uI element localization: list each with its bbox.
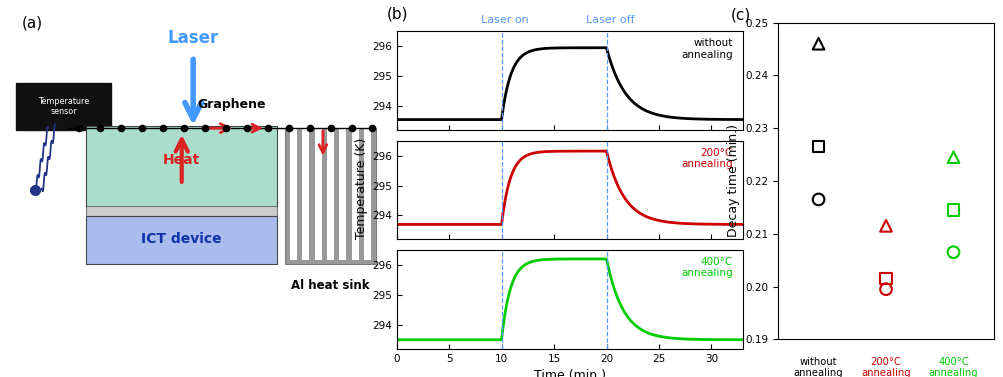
Bar (327, 128, 334, 260)
Text: Temperature
sensor: Temperature sensor (38, 97, 89, 116)
Text: Graphene: Graphene (197, 98, 266, 111)
Text: Al heat sink: Al heat sink (291, 279, 369, 292)
Point (878, 223, 894, 229)
FancyBboxPatch shape (16, 83, 111, 130)
Text: Temperature (K): Temperature (K) (355, 138, 367, 239)
Point (878, 276, 894, 282)
Bar (339, 128, 346, 260)
Point (945, 154, 961, 160)
Text: (c): (c) (730, 8, 750, 23)
Text: 400°C
annealing: 400°C annealing (928, 357, 977, 377)
Bar (302, 128, 309, 260)
Bar (315, 128, 321, 260)
Point (809, 144, 825, 150)
Bar (364, 128, 370, 260)
Bar (285, 128, 376, 264)
Point (945, 249, 961, 255)
Text: 200°C
annealing: 200°C annealing (680, 147, 732, 169)
Point (809, 196, 825, 202)
Text: (b): (b) (386, 7, 407, 22)
Text: Heat: Heat (162, 153, 201, 167)
Bar (351, 128, 358, 260)
Text: 400°C
annealing: 400°C annealing (680, 257, 732, 279)
Text: 200°C
annealing: 200°C annealing (861, 357, 910, 377)
Text: Laser off: Laser off (585, 15, 634, 25)
Text: without
annealing: without annealing (793, 357, 843, 377)
Text: ICT device: ICT device (141, 232, 222, 247)
X-axis label: Time (min.): Time (min.) (534, 369, 605, 377)
Bar (86, 126, 277, 207)
Bar (86, 206, 277, 217)
Bar (290, 128, 297, 260)
Text: Laser on: Laser on (480, 15, 529, 25)
Point (809, 41, 825, 47)
Text: (a): (a) (21, 15, 42, 30)
Bar (86, 216, 277, 264)
Text: Laser: Laser (168, 29, 219, 47)
Point (945, 207, 961, 213)
Y-axis label: Decay time (min.): Decay time (min.) (726, 124, 739, 238)
Point (878, 286, 894, 292)
Text: without
annealing: without annealing (680, 38, 732, 60)
